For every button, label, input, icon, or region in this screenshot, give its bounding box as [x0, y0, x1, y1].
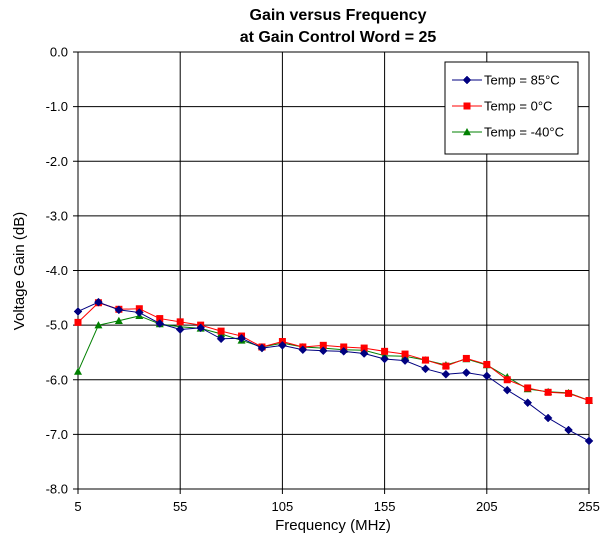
legend-entry-label: Temp = 85°C: [484, 73, 560, 88]
data-point-square: [462, 354, 470, 362]
data-point-square: [483, 360, 491, 368]
legend-entry-label: Temp = -40°C: [484, 125, 564, 140]
data-point-square: [319, 341, 327, 349]
data-point-diamond: [523, 398, 533, 408]
data-point-square: [176, 318, 184, 326]
x-tick-label: 205: [476, 499, 498, 514]
data-point-triangle: [74, 367, 82, 375]
data-series: [73, 297, 594, 446]
data-point-square: [544, 388, 552, 396]
data-point-diamond: [114, 305, 124, 315]
y-tick-label: -3.0: [46, 208, 68, 223]
data-point-diamond: [564, 425, 573, 435]
data-point-square: [340, 343, 348, 351]
data-point-square: [156, 315, 164, 323]
legend: Temp = 85°C Temp = 0°C Temp = -40°C: [444, 61, 579, 155]
data-point-diamond: [94, 297, 103, 307]
data-point-square: [217, 327, 225, 335]
y-axis-label: Voltage Gain (dB): [11, 212, 28, 330]
x-tick-label: 255: [578, 499, 600, 514]
y-tick-label: -7.0: [46, 427, 68, 442]
series-line: [77, 301, 590, 442]
data-point-diamond: [196, 323, 205, 333]
data-point-square: [381, 347, 389, 355]
data-point-square: [74, 318, 82, 326]
data-point-square: [442, 362, 450, 370]
data-point-square: [421, 356, 429, 364]
legend-marker-square: [463, 102, 471, 110]
data-point-diamond: [155, 319, 165, 328]
x-tick-label: 5: [74, 499, 81, 514]
data-point-diamond: [502, 385, 512, 395]
data-point-square: [565, 389, 573, 397]
data-point-diamond: [339, 346, 349, 356]
data-point-diamond: [441, 369, 451, 379]
data-point-diamond: [298, 345, 308, 355]
y-tick-label: 0.0: [50, 45, 68, 60]
data-point-square: [503, 376, 511, 384]
y-tick-label: -8.0: [46, 482, 68, 497]
data-point-diamond: [216, 334, 226, 344]
data-point-diamond: [278, 340, 287, 350]
data-point-diamond: [134, 308, 144, 317]
data-point-diamond: [257, 343, 267, 353]
chart-title: Gain versus Frequency: [250, 7, 427, 24]
series-diamond: [73, 297, 594, 446]
data-point-diamond: [359, 349, 369, 358]
data-point-square: [524, 384, 532, 392]
data-point-diamond: [175, 325, 185, 334]
data-point-square: [401, 350, 409, 358]
y-tick-label: -2.0: [46, 154, 68, 169]
data-point-diamond: [318, 346, 328, 356]
data-point-diamond: [421, 364, 430, 374]
y-tick-label: -5.0: [46, 318, 68, 333]
data-point-diamond: [73, 307, 83, 316]
x-axis-label: Frequency (MHz): [275, 517, 391, 534]
data-point-diamond: [584, 436, 594, 446]
data-point-square: [360, 344, 368, 352]
data-point-diamond: [462, 368, 471, 378]
y-tick-label: -6.0: [46, 372, 68, 387]
chart-subtitle: at Gain Control Word = 25: [240, 29, 437, 46]
data-point-diamond: [380, 354, 389, 364]
legend-entry-label: Temp = 0°C: [484, 99, 552, 114]
y-tick-label: -4.0: [46, 263, 68, 278]
x-tick-label: 155: [374, 499, 396, 514]
legend-marker-diamond: [462, 75, 472, 85]
x-tick-label: 105: [272, 499, 294, 514]
data-point-diamond: [237, 333, 246, 343]
data-point-diamond: [482, 371, 492, 381]
tick-labels: 5 55 105 155 205 2550.0-1.0-2.0-3.0-4.0-5.0-6…: [46, 45, 600, 515]
data-point-triangle: [114, 316, 123, 324]
data-point-diamond: [400, 356, 410, 365]
data-point-triangle: [94, 321, 103, 329]
y-tick-label: -1.0: [46, 99, 68, 114]
legend-marker-triangle: [463, 128, 471, 136]
data-point-square: [585, 397, 593, 405]
data-point-diamond: [543, 413, 553, 423]
grid-lines: [78, 52, 589, 489]
x-tick-label: 55: [173, 499, 187, 514]
